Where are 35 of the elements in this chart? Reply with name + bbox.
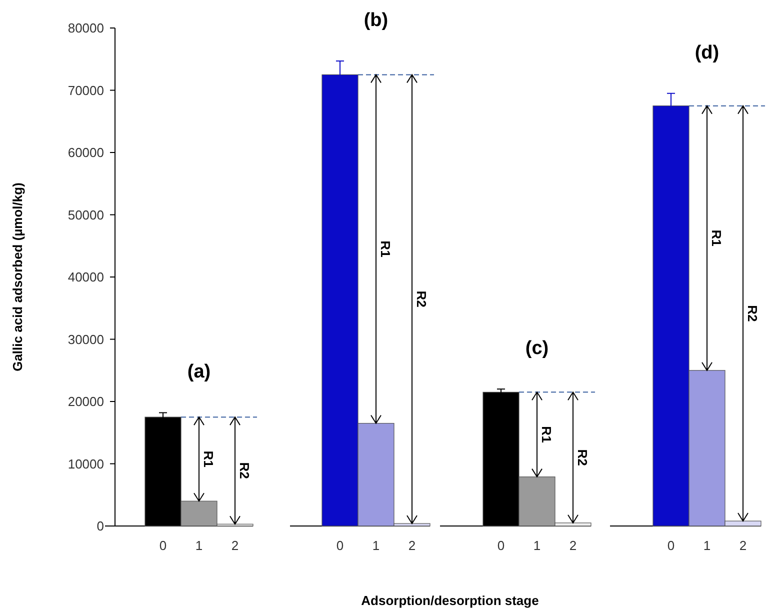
x-tick-label: 2 xyxy=(739,538,747,553)
x-tick-label: 0 xyxy=(336,538,344,553)
annotation: R1 xyxy=(539,426,554,443)
x-tick-label: 0 xyxy=(159,538,167,553)
y-tick-label: 20000 xyxy=(68,394,104,410)
y-tick-label: 60000 xyxy=(68,145,104,160)
text: (d) xyxy=(694,42,720,64)
x-tick-label: 0 xyxy=(497,538,505,553)
x-tick-label: 1 xyxy=(703,538,711,553)
y-axis-title: Gallic acid adsorbed (µmol/kg) xyxy=(10,182,25,372)
text: (c) xyxy=(525,338,549,360)
x-tick-label: 0 xyxy=(667,538,675,553)
x-tick-label: 2 xyxy=(569,538,577,553)
annotation: R2 xyxy=(237,462,252,479)
x-tick-label: 2 xyxy=(231,538,239,553)
y-tick-label: 10000 xyxy=(68,456,104,472)
annotation: R2 xyxy=(745,305,760,322)
x-tick-label: 1 xyxy=(195,538,203,553)
y-tick-label: 80000 xyxy=(68,20,104,36)
x-tick-label: 1 xyxy=(372,538,380,553)
y-tick-label: 40000 xyxy=(68,270,104,285)
y-tick-label: 50000 xyxy=(68,207,104,222)
y-tick-label: 30000 xyxy=(68,332,104,347)
y-tick-label: 70000 xyxy=(68,82,104,98)
x-axis-title: Adsorption/desorption stage xyxy=(361,593,539,608)
x-tick-label: 1 xyxy=(533,538,541,553)
chart-title: (b) xyxy=(364,10,388,31)
annotation: R2 xyxy=(575,449,590,466)
x-tick-label: 2 xyxy=(408,538,416,553)
annotation: R2 xyxy=(414,290,429,308)
text: (a) xyxy=(187,362,211,383)
annotation: R1 xyxy=(709,230,724,246)
annotation: R1 xyxy=(201,450,216,468)
annotation: R1 xyxy=(378,240,393,258)
y-tick-label: 0 xyxy=(96,518,104,534)
